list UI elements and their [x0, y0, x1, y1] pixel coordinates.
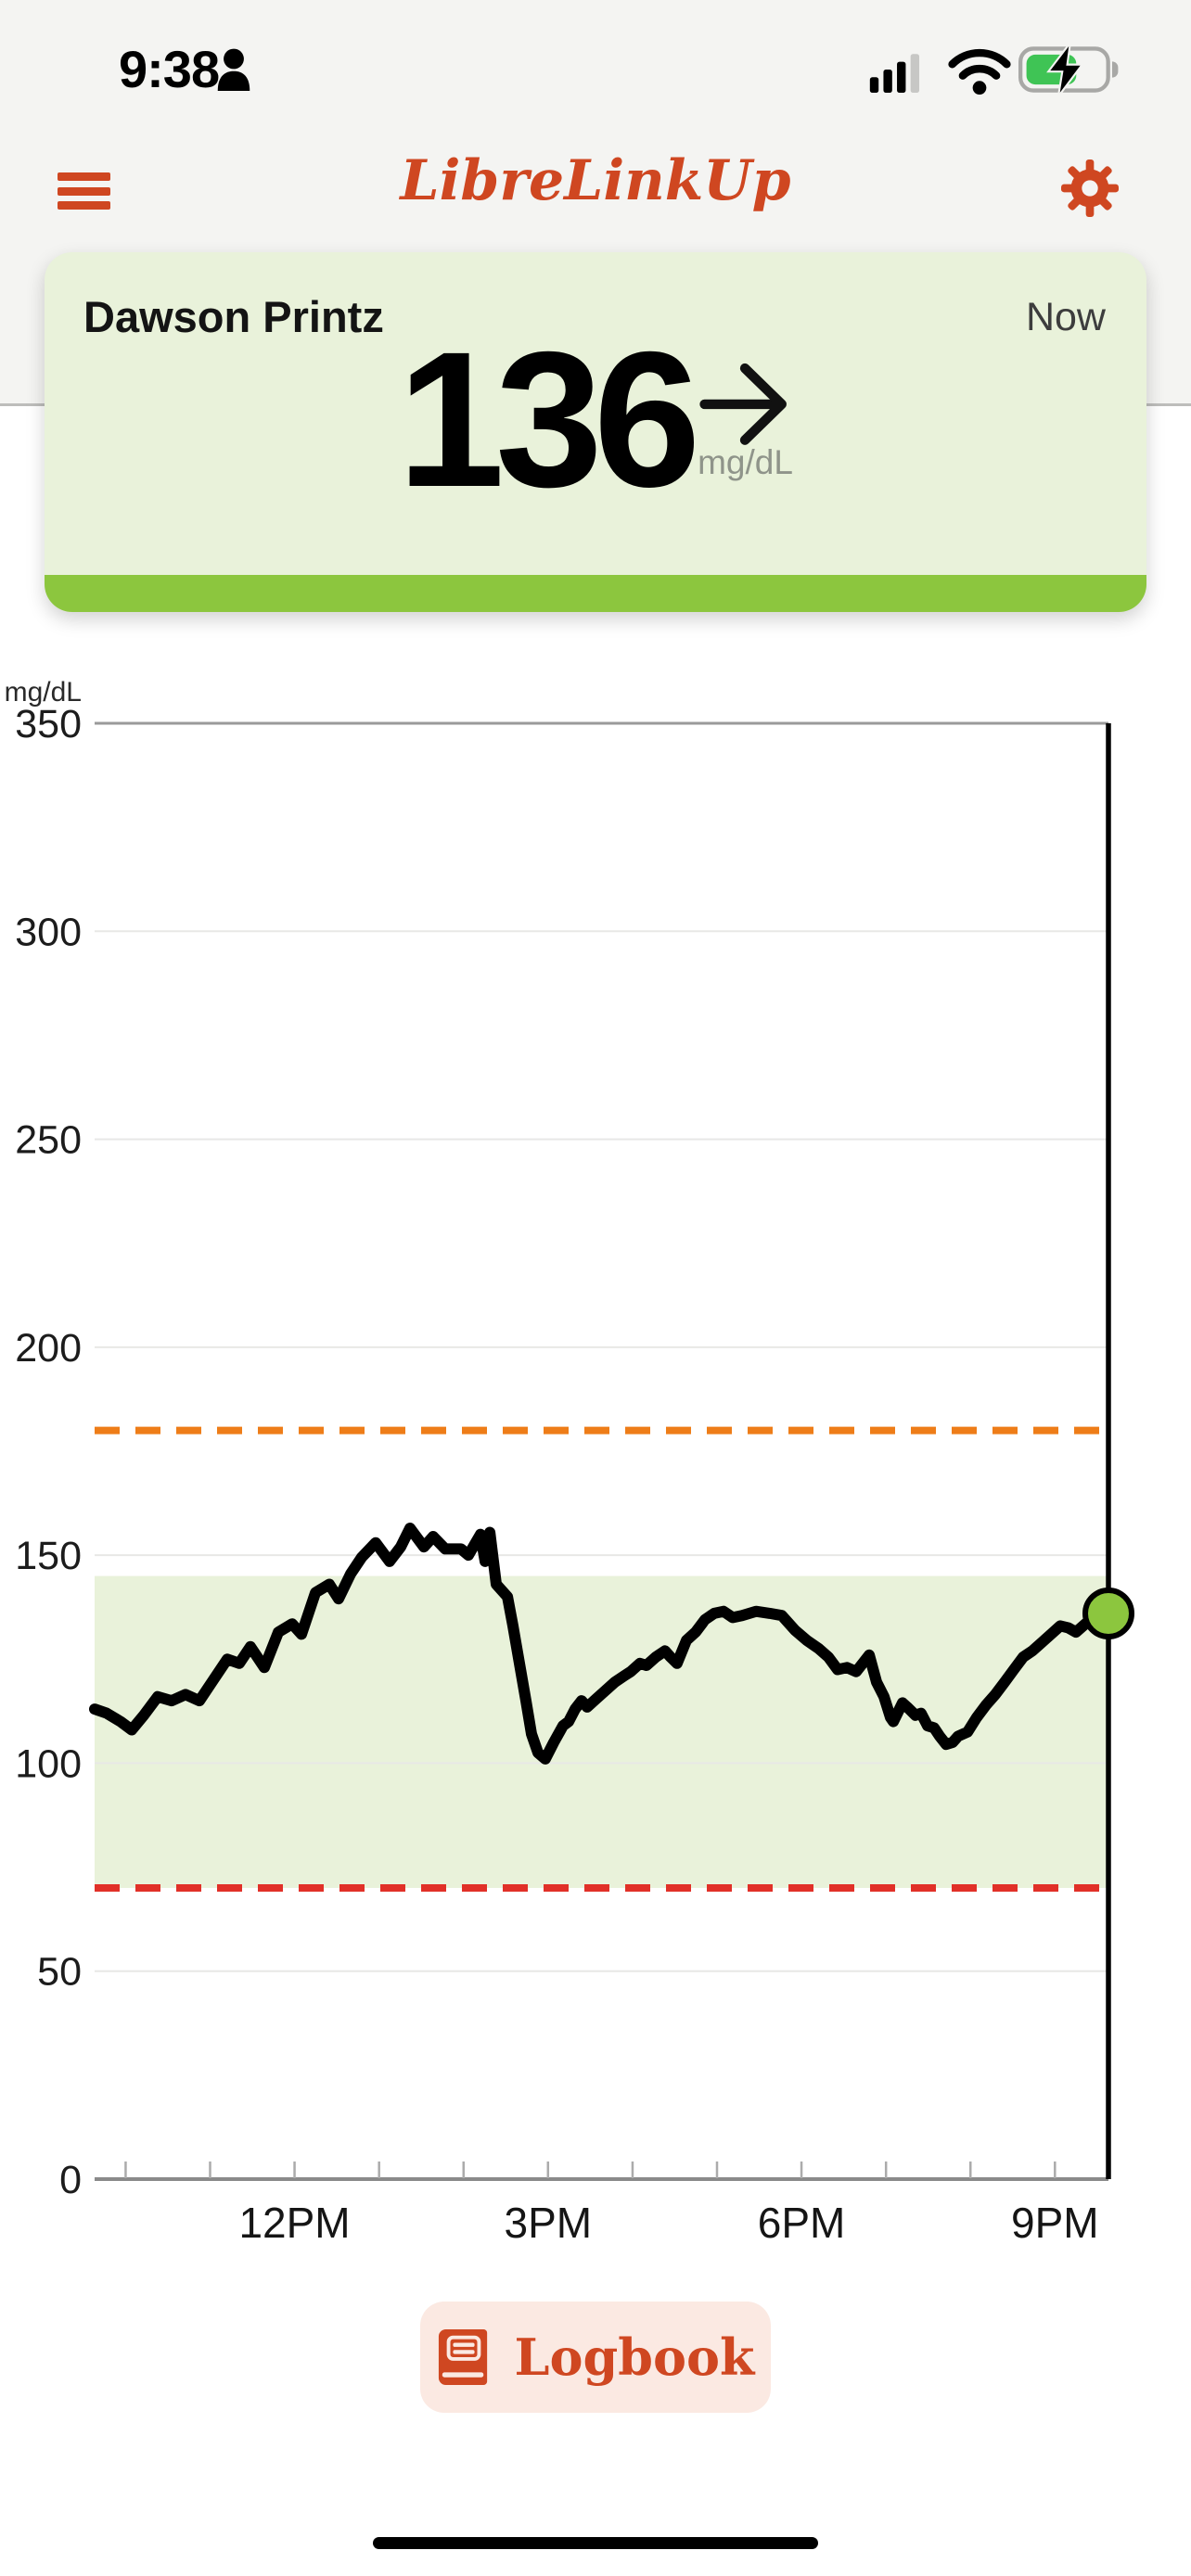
reading-timestamp: Now	[1025, 295, 1106, 339]
patient-name: Dawson Printz	[83, 292, 384, 341]
hamburger-menu-button[interactable]	[58, 172, 110, 210]
svg-text:100: 100	[15, 1741, 82, 1786]
settings-gear-icon[interactable]	[1061, 159, 1119, 217]
svg-text:350: 350	[15, 702, 82, 746]
hamburger-bar	[58, 201, 110, 210]
svg-text:mg/dL: mg/dL	[5, 677, 82, 708]
hamburger-bar	[58, 186, 110, 196]
logbook-label: Logbook	[514, 2327, 755, 2387]
logbook-button[interactable]: Logbook	[420, 2302, 771, 2413]
svg-text:200: 200	[15, 1326, 82, 1371]
cellular-signal-icon	[869, 54, 920, 93]
battery-charging-icon	[1018, 43, 1119, 96]
svg-text:300: 300	[15, 910, 82, 954]
trend-steady-arrow-icon	[698, 363, 787, 445]
person-icon	[217, 48, 250, 91]
svg-text:12PM: 12PM	[238, 2199, 350, 2247]
wifi-icon	[948, 48, 1011, 95]
hamburger-bar	[58, 172, 110, 181]
patient-glucose-card[interactable]: Dawson Printz Now 136 mg/dL	[45, 252, 1146, 612]
book-icon	[438, 2329, 487, 2385]
card-status-strip	[45, 575, 1146, 612]
svg-text:0: 0	[59, 2158, 82, 2202]
svg-text:3PM: 3PM	[504, 2199, 592, 2247]
svg-text:9PM: 9PM	[1011, 2199, 1099, 2247]
glucose-value: 136	[397, 312, 700, 528]
app-title: LibreLinkUp	[400, 148, 791, 213]
svg-text:6PM: 6PM	[758, 2199, 846, 2247]
home-indicator[interactable]	[373, 2537, 818, 2549]
svg-text:50: 50	[37, 1950, 82, 1995]
svg-text:150: 150	[15, 1534, 82, 1578]
svg-text:250: 250	[15, 1118, 82, 1163]
status-time: 9:38	[119, 40, 220, 98]
glucose-value-row: 136 mg/dL	[45, 312, 1146, 528]
glucose-unit: mg/dL	[698, 443, 793, 481]
